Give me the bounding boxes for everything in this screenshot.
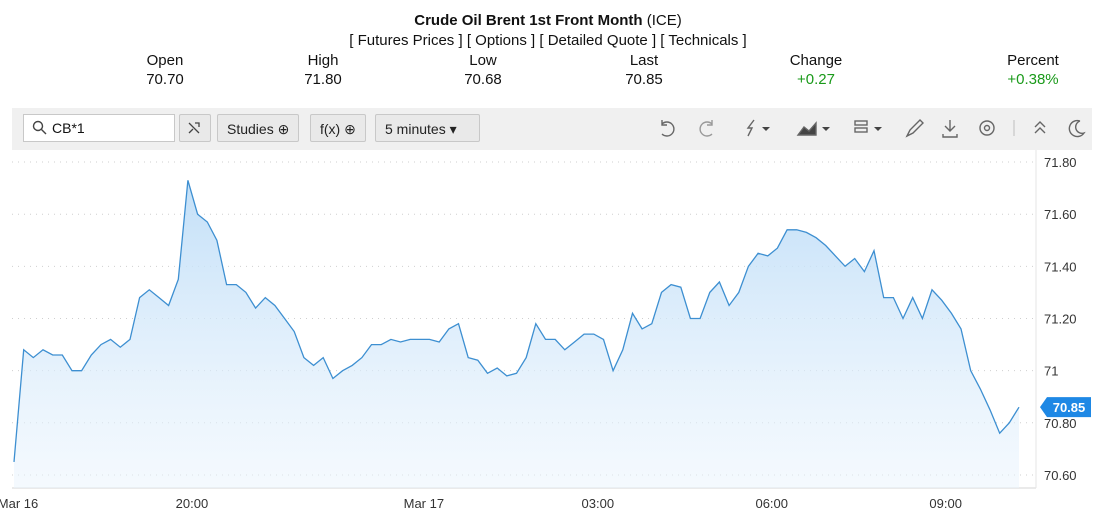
compare-button[interactable]	[179, 114, 211, 142]
quote: Open 70.70	[105, 51, 225, 89]
quote-label: Last	[629, 52, 659, 69]
search-icon	[32, 120, 47, 135]
quote-value: 70.68	[464, 71, 502, 88]
quote: Percent +0.38%	[973, 51, 1093, 89]
button-label: Studies	[227, 121, 274, 137]
x-tick-label: 20:00	[176, 496, 209, 511]
interval-button[interactable]: 5 minutes ▾	[375, 114, 480, 142]
button-label: f(x)	[320, 121, 341, 137]
toolbar: CB*1 Studies ⊕ f(x) ⊕ 5 minutes ▾	[12, 108, 1092, 150]
last-price-label: 70.85	[1053, 400, 1086, 415]
quote-value: 71.80	[304, 71, 342, 88]
title: Crude Oil Brent 1st Front Month (ICE)	[0, 12, 1096, 29]
quote-value: 70.70	[146, 71, 184, 88]
y-tick-label: 71.20	[1044, 312, 1077, 327]
functions-button[interactable]: f(x) ⊕	[310, 114, 366, 142]
y-tick-label: 70.80	[1044, 416, 1077, 431]
quote-value: +0.38%	[1007, 71, 1059, 88]
x-tick-label: Mar 16	[0, 496, 38, 511]
quote: Change +0.27	[756, 51, 876, 89]
x-tick-label: 03:00	[582, 496, 615, 511]
button-label: 5 minutes	[385, 121, 446, 137]
quote-label: Low	[469, 52, 497, 69]
links: [ Futures Prices ] [ Options ] [ Detaile…	[0, 32, 1096, 49]
icon	[188, 122, 200, 134]
last-price-badge	[1040, 397, 1091, 418]
quote-value: +0.27	[797, 71, 835, 88]
area-fill	[14, 180, 1019, 489]
price-line	[13, 180, 1020, 462]
y-tick-label: 71.80	[1044, 155, 1077, 170]
y-tick-label: 71	[1044, 364, 1058, 379]
quote: Low 70.68	[423, 51, 543, 89]
quote-label: Open	[146, 52, 184, 69]
instrument-name: Crude Oil Brent 1st Front Month	[414, 12, 643, 29]
symbol: CB*1	[52, 120, 85, 136]
link[interactable]: [ Futures Prices ]	[349, 32, 463, 49]
quote-label: Change	[789, 52, 843, 69]
x-tick-label: 06:00	[755, 496, 788, 511]
quote-label: Percent	[1007, 52, 1059, 69]
quote-label: High	[307, 52, 339, 69]
toolbar-icons	[661, 119, 1086, 138]
quote: High 71.80	[263, 51, 383, 89]
exchange: (ICE)	[646, 12, 682, 29]
quote: Last 70.85	[584, 51, 704, 89]
y-tick-label: 71.40	[1044, 259, 1077, 274]
link[interactable]: [ Technicals ]	[660, 32, 747, 49]
y-tick-label: 70.60	[1044, 468, 1077, 483]
x-tick-label: Mar 17	[404, 496, 444, 511]
link[interactable]: [ Options ]	[466, 32, 536, 49]
studies-button[interactable]: Studies ⊕	[217, 114, 300, 142]
link[interactable]: [ Detailed Quote ]	[539, 32, 657, 49]
quote-value: 70.85	[625, 71, 663, 88]
y-tick-label: 71.60	[1044, 207, 1077, 222]
x-tick-label: 09:00	[929, 496, 962, 511]
symbol-input[interactable]: CB*1	[23, 114, 175, 142]
